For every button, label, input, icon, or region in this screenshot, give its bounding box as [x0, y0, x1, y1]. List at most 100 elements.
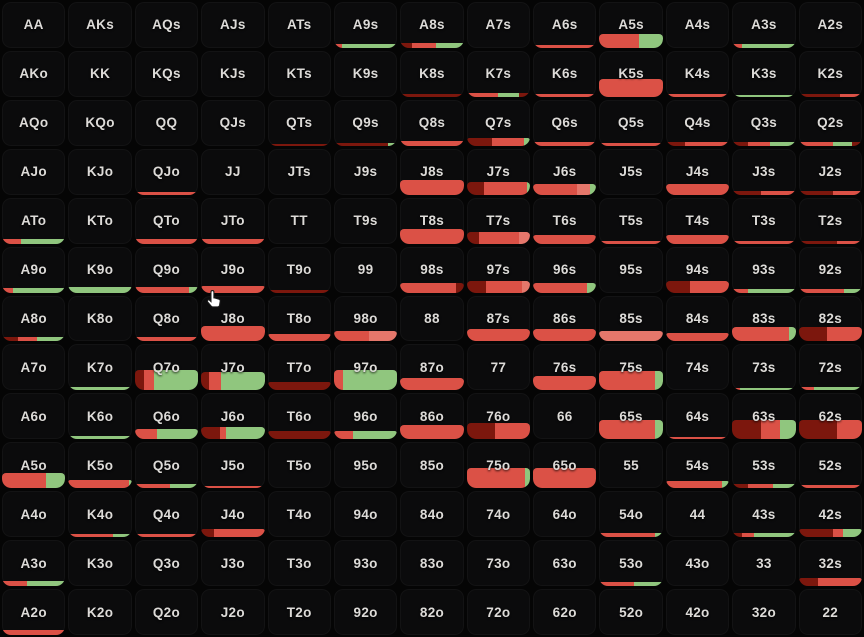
- hand-cell-A9s[interactable]: A9s: [333, 2, 398, 48]
- hand-cell-73s[interactable]: 73s: [732, 344, 796, 391]
- hand-cell-76o[interactable]: 76o: [466, 393, 531, 440]
- hand-cell-K8o[interactable]: K8o: [68, 295, 132, 342]
- hand-cell-Q8s[interactable]: Q8s: [400, 99, 464, 146]
- hand-cell-A8s[interactable]: A8s: [400, 2, 464, 48]
- hand-cell-93o[interactable]: 93o: [333, 540, 398, 587]
- hand-cell-K9o[interactable]: K9o: [68, 246, 132, 293]
- hand-cell-K4s[interactable]: K4s: [665, 50, 730, 97]
- hand-cell-A4o[interactable]: A4o: [2, 491, 66, 538]
- hand-cell-44[interactable]: 44: [665, 491, 730, 538]
- hand-cell-K3o[interactable]: K3o: [68, 540, 132, 587]
- hand-cell-J8o[interactable]: J8o: [201, 295, 265, 342]
- hand-cell-95s[interactable]: 95s: [599, 246, 663, 293]
- hand-cell-QQ[interactable]: QQ: [134, 99, 199, 146]
- hand-cell-87s[interactable]: 87s: [466, 295, 531, 342]
- hand-cell-Q9s[interactable]: Q9s: [333, 99, 398, 146]
- hand-cell-AKs[interactable]: AKs: [68, 2, 132, 48]
- hand-cell-A7s[interactable]: A7s: [466, 2, 531, 48]
- hand-cell-K7o[interactable]: K7o: [68, 344, 132, 391]
- hand-cell-Q6s[interactable]: Q6s: [533, 99, 597, 146]
- hand-cell-QJo[interactable]: QJo: [134, 148, 199, 195]
- hand-cell-K9s[interactable]: K9s: [333, 50, 398, 97]
- hand-cell-J3s[interactable]: J3s: [732, 148, 796, 195]
- hand-cell-AJo[interactable]: AJo: [2, 148, 66, 195]
- hand-cell-T2o[interactable]: T2o: [267, 589, 331, 635]
- hand-cell-52s[interactable]: 52s: [798, 442, 862, 489]
- hand-cell-T8s[interactable]: T8s: [400, 197, 464, 244]
- hand-cell-73o[interactable]: 73o: [466, 540, 531, 587]
- hand-cell-KQo[interactable]: KQo: [68, 99, 132, 146]
- hand-cell-Q5o[interactable]: Q5o: [134, 442, 199, 489]
- hand-cell-J7o[interactable]: J7o: [201, 344, 265, 391]
- hand-cell-J4o[interactable]: J4o: [201, 491, 265, 538]
- hand-cell-T6o[interactable]: T6o: [267, 393, 331, 440]
- hand-cell-KK[interactable]: KK: [68, 50, 132, 97]
- hand-cell-85s[interactable]: 85s: [599, 295, 663, 342]
- hand-cell-54o[interactable]: 54o: [599, 491, 663, 538]
- hand-cell-65s[interactable]: 65s: [599, 393, 663, 440]
- hand-cell-J6s[interactable]: J6s: [533, 148, 597, 195]
- hand-cell-63s[interactable]: 63s: [732, 393, 796, 440]
- hand-cell-T9o[interactable]: T9o: [267, 246, 331, 293]
- hand-cell-A3o[interactable]: A3o: [2, 540, 66, 587]
- hand-cell-22[interactable]: 22: [798, 589, 862, 635]
- hand-cell-K4o[interactable]: K4o: [68, 491, 132, 538]
- hand-cell-K5o[interactable]: K5o: [68, 442, 132, 489]
- hand-cell-Q5s[interactable]: Q5s: [599, 99, 663, 146]
- hand-cell-J2o[interactable]: J2o: [201, 589, 265, 635]
- hand-cell-53o[interactable]: 53o: [599, 540, 663, 587]
- hand-cell-AQs[interactable]: AQs: [134, 2, 199, 48]
- hand-cell-T7o[interactable]: T7o: [267, 344, 331, 391]
- hand-cell-KQs[interactable]: KQs: [134, 50, 199, 97]
- hand-cell-K6o[interactable]: K6o: [68, 393, 132, 440]
- hand-cell-62s[interactable]: 62s: [798, 393, 862, 440]
- hand-cell-JTo[interactable]: JTo: [201, 197, 265, 244]
- hand-cell-87o[interactable]: 87o: [400, 344, 464, 391]
- hand-cell-43o[interactable]: 43o: [665, 540, 730, 587]
- hand-cell-55[interactable]: 55: [599, 442, 663, 489]
- hand-cell-98o[interactable]: 98o: [333, 295, 398, 342]
- hand-cell-KTo[interactable]: KTo: [68, 197, 132, 244]
- hand-cell-82s[interactable]: 82s: [798, 295, 862, 342]
- hand-cell-Q2s[interactable]: Q2s: [798, 99, 862, 146]
- hand-cell-76s[interactable]: 76s: [533, 344, 597, 391]
- hand-cell-Q6o[interactable]: Q6o: [134, 393, 199, 440]
- hand-cell-T9s[interactable]: T9s: [333, 197, 398, 244]
- hand-cell-KTs[interactable]: KTs: [267, 50, 331, 97]
- hand-cell-A5s[interactable]: A5s: [599, 2, 663, 48]
- hand-cell-98s[interactable]: 98s: [400, 246, 464, 293]
- hand-cell-K7s[interactable]: K7s: [466, 50, 531, 97]
- hand-cell-86o[interactable]: 86o: [400, 393, 464, 440]
- hand-cell-A2o[interactable]: A2o: [2, 589, 66, 635]
- hand-cell-33[interactable]: 33: [732, 540, 796, 587]
- hand-cell-64o[interactable]: 64o: [533, 491, 597, 538]
- hand-cell-A8o[interactable]: A8o: [2, 295, 66, 342]
- hand-cell-ATo[interactable]: ATo: [2, 197, 66, 244]
- hand-cell-T8o[interactable]: T8o: [267, 295, 331, 342]
- hand-cell-84o[interactable]: 84o: [400, 491, 464, 538]
- hand-cell-86s[interactable]: 86s: [533, 295, 597, 342]
- hand-cell-Q7o[interactable]: Q7o: [134, 344, 199, 391]
- hand-cell-J8s[interactable]: J8s: [400, 148, 464, 195]
- hand-cell-QTo[interactable]: QTo: [134, 197, 199, 244]
- hand-cell-Q2o[interactable]: Q2o: [134, 589, 199, 635]
- hand-cell-96s[interactable]: 96s: [533, 246, 597, 293]
- hand-cell-J2s[interactable]: J2s: [798, 148, 862, 195]
- hand-cell-AQo[interactable]: AQo: [2, 99, 66, 146]
- hand-cell-T3o[interactable]: T3o: [267, 540, 331, 587]
- hand-cell-T4s[interactable]: T4s: [665, 197, 730, 244]
- hand-cell-Q4o[interactable]: Q4o: [134, 491, 199, 538]
- hand-cell-75o[interactable]: 75o: [466, 442, 531, 489]
- hand-cell-83s[interactable]: 83s: [732, 295, 796, 342]
- hand-cell-J5s[interactable]: J5s: [599, 148, 663, 195]
- hand-cell-JJ[interactable]: JJ: [201, 148, 265, 195]
- hand-cell-54s[interactable]: 54s: [665, 442, 730, 489]
- hand-cell-AA[interactable]: AA: [2, 2, 66, 48]
- hand-cell-Q7s[interactable]: Q7s: [466, 99, 531, 146]
- hand-cell-JTs[interactable]: JTs: [267, 148, 331, 195]
- hand-cell-A6s[interactable]: A6s: [533, 2, 597, 48]
- hand-cell-88[interactable]: 88: [400, 295, 464, 342]
- hand-cell-A2s[interactable]: A2s: [798, 2, 862, 48]
- hand-cell-K3s[interactable]: K3s: [732, 50, 796, 97]
- hand-cell-42o[interactable]: 42o: [665, 589, 730, 635]
